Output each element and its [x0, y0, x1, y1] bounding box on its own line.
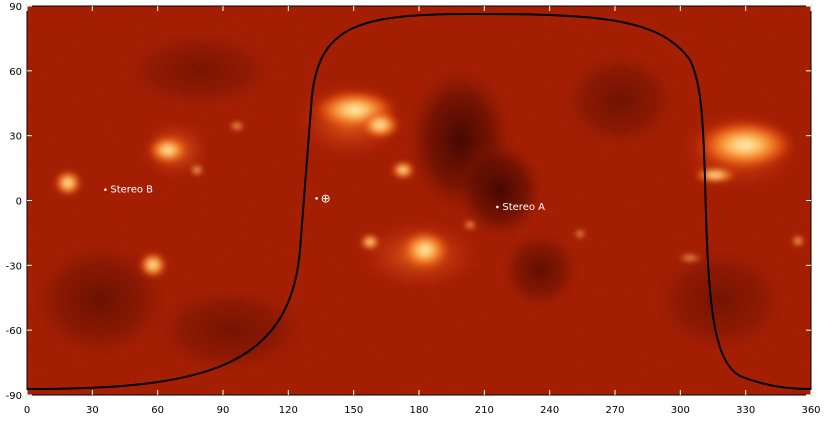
- stereo-a-dot: [496, 205, 499, 209]
- x-tick-label: 210: [475, 405, 494, 416]
- stereo-a-label: Stereo A: [502, 202, 545, 213]
- x-tick-label: 240: [540, 405, 559, 416]
- active-regions: [54, 90, 804, 278]
- stereo-b-marker: Stereo B: [104, 185, 153, 196]
- x-tick-label: 270: [605, 405, 624, 416]
- y-tick-label: 30: [9, 132, 22, 143]
- x-tick-label: 360: [801, 405, 820, 416]
- x-tick-label: 90: [217, 405, 230, 416]
- x-tick-marks: [26, 6, 812, 395]
- x-tick-label: 0: [24, 405, 30, 416]
- observation-boundary: [27, 12, 811, 390]
- stereo-b-dot: [104, 188, 107, 191]
- y-axis: 90 60 30 0 -30 -60 -90: [6, 2, 22, 402]
- x-tick-label: 120: [279, 405, 298, 416]
- y-tick-label: 60: [9, 67, 22, 78]
- x-tick-label: 300: [671, 405, 690, 416]
- earth-marker: ⊕: [315, 191, 331, 205]
- x-tick-label: 150: [344, 405, 363, 416]
- x-tick-label: 60: [151, 405, 164, 416]
- y-tick-label: 0: [16, 197, 22, 208]
- stereo-a-marker: Stereo A: [496, 202, 545, 213]
- earth-symbol: ⊕: [321, 191, 331, 205]
- x-axis: 0 30 60 90 120 150 180 210 240 270 300 330 360: [24, 405, 821, 416]
- earth-dot: [315, 197, 318, 200]
- solar-euv-map: [27, 6, 811, 395]
- x-tick-label: 330: [736, 405, 755, 416]
- y-tick-label: 90: [9, 2, 22, 13]
- x-tick-label: 30: [86, 405, 99, 416]
- y-tick-label: -30: [6, 261, 22, 272]
- x-tick-label: 180: [409, 405, 428, 416]
- dark-regions: [30, 30, 790, 375]
- y-tick-label: -60: [6, 326, 22, 337]
- y-tick-marks: [27, 5, 811, 396]
- y-tick-label: -90: [6, 391, 22, 402]
- stereo-b-label: Stereo B: [110, 185, 153, 196]
